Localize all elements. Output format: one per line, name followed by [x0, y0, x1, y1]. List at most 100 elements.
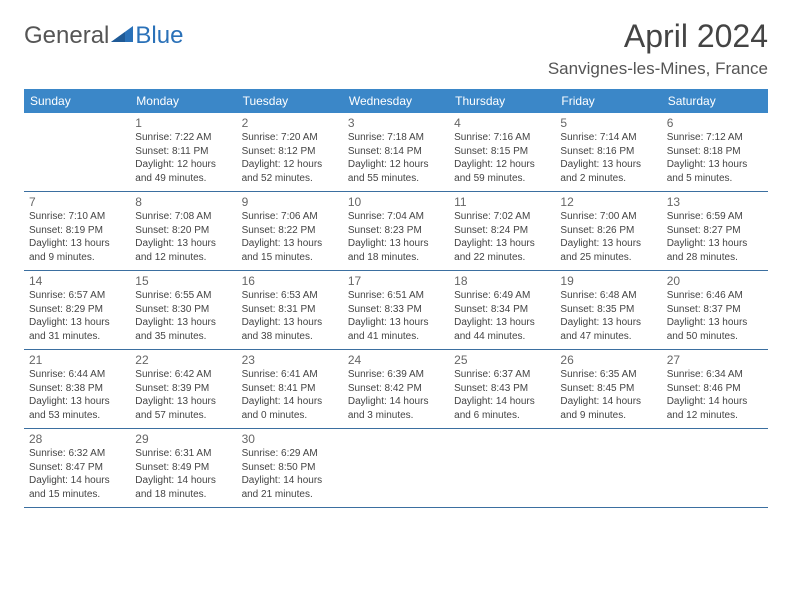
day-line: and 41 minutes. [348, 330, 444, 344]
day-detail: Sunrise: 7:12 AMSunset: 8:18 PMDaylight:… [667, 131, 763, 185]
weeks-container: 1Sunrise: 7:22 AMSunset: 8:11 PMDaylight… [24, 113, 768, 508]
day-number: 9 [242, 195, 338, 209]
day-detail: Sunrise: 6:51 AMSunset: 8:33 PMDaylight:… [348, 289, 444, 343]
day-line: and 31 minutes. [29, 330, 125, 344]
day-line: Sunset: 8:45 PM [560, 382, 656, 396]
day-line: Daylight: 12 hours [454, 158, 550, 172]
day-cell [343, 429, 449, 507]
day-line: and 9 minutes. [29, 251, 125, 265]
day-number: 18 [454, 274, 550, 288]
day-line: Daylight: 13 hours [667, 316, 763, 330]
day-line: and 3 minutes. [348, 409, 444, 423]
day-line: Daylight: 13 hours [135, 395, 231, 409]
day-line: and 53 minutes. [29, 409, 125, 423]
day-cell: 13Sunrise: 6:59 AMSunset: 8:27 PMDayligh… [662, 192, 768, 270]
day-number: 14 [29, 274, 125, 288]
day-line: Sunset: 8:34 PM [454, 303, 550, 317]
day-line: Sunrise: 6:31 AM [135, 447, 231, 461]
day-detail: Sunrise: 6:32 AMSunset: 8:47 PMDaylight:… [29, 447, 125, 501]
day-line: Sunrise: 6:34 AM [667, 368, 763, 382]
day-cell: 29Sunrise: 6:31 AMSunset: 8:49 PMDayligh… [130, 429, 236, 507]
day-cell: 5Sunrise: 7:14 AMSunset: 8:16 PMDaylight… [555, 113, 661, 191]
day-line: Daylight: 14 hours [454, 395, 550, 409]
day-cell: 30Sunrise: 6:29 AMSunset: 8:50 PMDayligh… [237, 429, 343, 507]
day-line: Sunset: 8:11 PM [135, 145, 231, 159]
day-line: Sunset: 8:26 PM [560, 224, 656, 238]
day-line: and 6 minutes. [454, 409, 550, 423]
day-line: Sunrise: 6:42 AM [135, 368, 231, 382]
day-line: Sunrise: 6:49 AM [454, 289, 550, 303]
day-cell [662, 429, 768, 507]
day-line: Sunrise: 7:22 AM [135, 131, 231, 145]
day-number: 16 [242, 274, 338, 288]
day-cell: 28Sunrise: 6:32 AMSunset: 8:47 PMDayligh… [24, 429, 130, 507]
day-cell [555, 429, 661, 507]
day-cell [24, 113, 130, 191]
day-line: and 55 minutes. [348, 172, 444, 186]
day-line: and 2 minutes. [560, 172, 656, 186]
day-detail: Sunrise: 6:31 AMSunset: 8:49 PMDaylight:… [135, 447, 231, 501]
day-detail: Sunrise: 6:57 AMSunset: 8:29 PMDaylight:… [29, 289, 125, 343]
day-line: Sunset: 8:49 PM [135, 461, 231, 475]
logo: General Blue [24, 22, 183, 50]
day-number: 24 [348, 353, 444, 367]
day-line: Daylight: 14 hours [29, 474, 125, 488]
day-line: Sunrise: 6:59 AM [667, 210, 763, 224]
day-detail: Sunrise: 7:06 AMSunset: 8:22 PMDaylight:… [242, 210, 338, 264]
day-line: Sunrise: 6:55 AM [135, 289, 231, 303]
day-line: Daylight: 13 hours [135, 316, 231, 330]
day-line: Sunrise: 7:14 AM [560, 131, 656, 145]
day-line: and 50 minutes. [667, 330, 763, 344]
day-line: and 57 minutes. [135, 409, 231, 423]
weekday-header-row: Sunday Monday Tuesday Wednesday Thursday… [24, 89, 768, 113]
day-detail: Sunrise: 6:29 AMSunset: 8:50 PMDaylight:… [242, 447, 338, 501]
day-line: Sunset: 8:38 PM [29, 382, 125, 396]
day-line: and 18 minutes. [348, 251, 444, 265]
day-line: Sunrise: 7:18 AM [348, 131, 444, 145]
day-line: Sunset: 8:50 PM [242, 461, 338, 475]
day-line: Sunset: 8:16 PM [560, 145, 656, 159]
day-cell: 11Sunrise: 7:02 AMSunset: 8:24 PMDayligh… [449, 192, 555, 270]
day-number: 7 [29, 195, 125, 209]
day-cell: 15Sunrise: 6:55 AMSunset: 8:30 PMDayligh… [130, 271, 236, 349]
day-line: Sunrise: 6:37 AM [454, 368, 550, 382]
day-line: Sunset: 8:12 PM [242, 145, 338, 159]
day-line: Daylight: 14 hours [348, 395, 444, 409]
day-line: Daylight: 12 hours [135, 158, 231, 172]
day-line: Daylight: 13 hours [29, 395, 125, 409]
day-detail: Sunrise: 7:04 AMSunset: 8:23 PMDaylight:… [348, 210, 444, 264]
day-line: Sunset: 8:42 PM [348, 382, 444, 396]
day-cell: 17Sunrise: 6:51 AMSunset: 8:33 PMDayligh… [343, 271, 449, 349]
day-line: Sunset: 8:18 PM [667, 145, 763, 159]
day-line: Sunrise: 6:48 AM [560, 289, 656, 303]
day-line: Sunset: 8:31 PM [242, 303, 338, 317]
day-detail: Sunrise: 7:02 AMSunset: 8:24 PMDaylight:… [454, 210, 550, 264]
day-line: Sunset: 8:43 PM [454, 382, 550, 396]
day-line: and 21 minutes. [242, 488, 338, 502]
weekday-sat: Saturday [662, 89, 768, 113]
day-line: Daylight: 13 hours [454, 316, 550, 330]
logo-text-blue: Blue [135, 22, 183, 50]
page-header: General Blue April 2024 Sanvignes-les-Mi… [24, 18, 768, 79]
day-line: Sunset: 8:19 PM [29, 224, 125, 238]
day-line: and 15 minutes. [242, 251, 338, 265]
day-line: Daylight: 13 hours [667, 237, 763, 251]
day-detail: Sunrise: 7:14 AMSunset: 8:16 PMDaylight:… [560, 131, 656, 185]
day-line: Daylight: 13 hours [135, 237, 231, 251]
day-line: Sunset: 8:46 PM [667, 382, 763, 396]
day-detail: Sunrise: 7:18 AMSunset: 8:14 PMDaylight:… [348, 131, 444, 185]
day-line: Sunrise: 7:06 AM [242, 210, 338, 224]
day-cell: 21Sunrise: 6:44 AMSunset: 8:38 PMDayligh… [24, 350, 130, 428]
day-cell: 23Sunrise: 6:41 AMSunset: 8:41 PMDayligh… [237, 350, 343, 428]
day-line: Sunset: 8:24 PM [454, 224, 550, 238]
day-line: and 12 minutes. [667, 409, 763, 423]
day-cell: 10Sunrise: 7:04 AMSunset: 8:23 PMDayligh… [343, 192, 449, 270]
day-line: Sunrise: 7:10 AM [29, 210, 125, 224]
day-line: and 9 minutes. [560, 409, 656, 423]
day-line: Sunset: 8:27 PM [667, 224, 763, 238]
day-cell: 24Sunrise: 6:39 AMSunset: 8:42 PMDayligh… [343, 350, 449, 428]
day-number: 11 [454, 195, 550, 209]
day-detail: Sunrise: 6:35 AMSunset: 8:45 PMDaylight:… [560, 368, 656, 422]
day-number: 17 [348, 274, 444, 288]
day-line: Sunrise: 7:00 AM [560, 210, 656, 224]
